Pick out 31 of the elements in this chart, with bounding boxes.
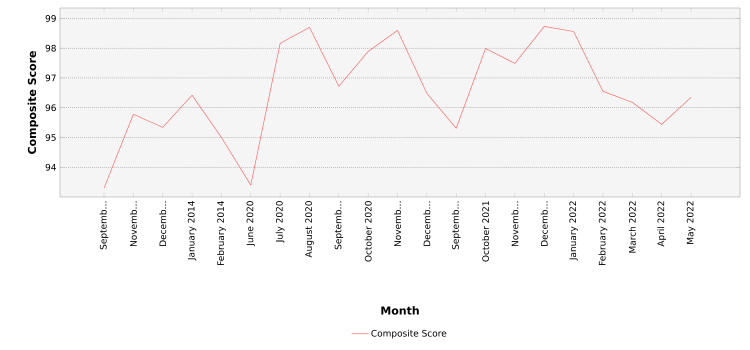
x-tick-label: October 2020	[364, 201, 372, 262]
x-tick-label: Decemb…	[423, 202, 430, 246]
x-tick-label: January 2014	[188, 201, 196, 261]
x-tick-label: Septemb…	[334, 202, 344, 250]
y-tick-label: 98	[46, 44, 56, 52]
y-tick-label: 96	[46, 104, 56, 112]
y-axis-title: Composite Score	[28, 51, 38, 154]
x-tick-label: Novemb…	[511, 202, 518, 246]
x-tick-label: June 2020	[246, 201, 255, 246]
y-tick-label: 97	[46, 74, 56, 82]
x-tick-label: Novemb…	[394, 202, 401, 246]
x-tick-label: Septemb…	[452, 202, 461, 250]
line-series	[104, 26, 692, 188]
x-tick-label: Decemb…	[540, 202, 548, 246]
x-axis-title: Month	[381, 306, 419, 315]
x-tick-label: July 2020	[276, 201, 284, 243]
x-tick-label: May 2022	[686, 201, 696, 244]
x-tick-label: Septemb…	[100, 202, 108, 250]
x-tick-label: August 2020	[305, 201, 314, 258]
x-tick-label: February 2022	[598, 201, 608, 266]
y-tick-label: 94	[46, 164, 56, 171]
x-tick-label: Novemb…	[130, 202, 137, 246]
x-tick-label: October 2021	[482, 201, 490, 262]
x-tick-label: January 2022	[569, 201, 578, 261]
x-tick-label: Decemb…	[159, 202, 166, 246]
x-tick-label: April 2022	[657, 201, 666, 247]
y-tick-label: 95	[46, 134, 56, 141]
x-tick-label: March 2022	[628, 201, 636, 253]
x-tick-label: February 2014	[217, 201, 226, 266]
y-tick-label: 99	[46, 15, 56, 22]
legend-label: Composite Score	[371, 330, 446, 338]
